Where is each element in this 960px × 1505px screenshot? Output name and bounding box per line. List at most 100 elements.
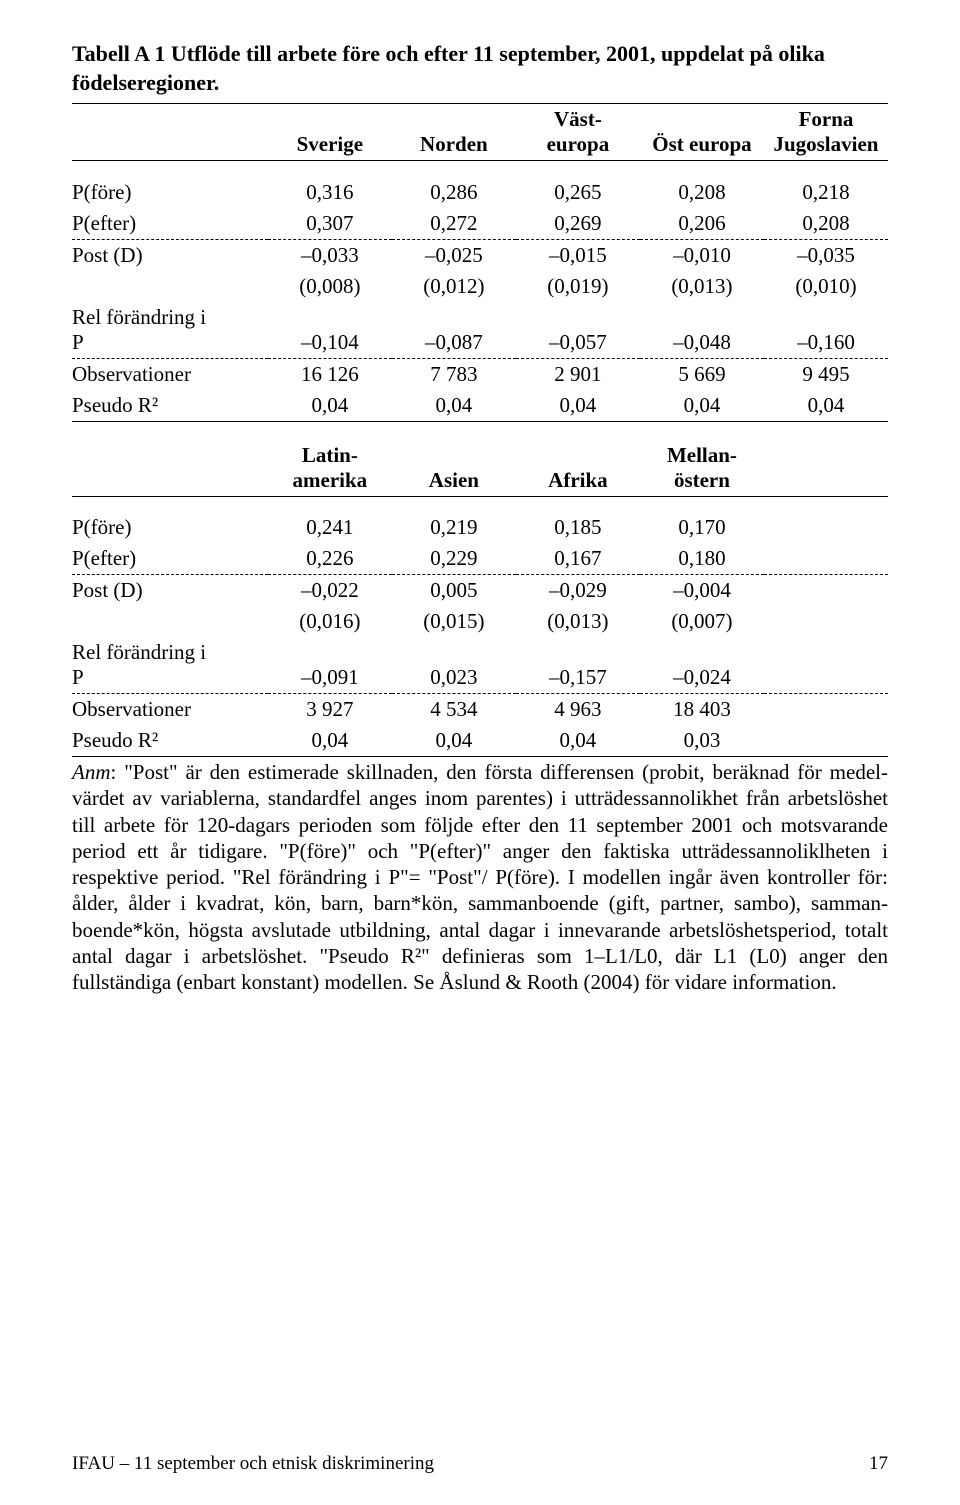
row-label: Rel förändring i P xyxy=(72,637,268,694)
cell: –0,033 xyxy=(268,239,392,271)
header-cell: Öst europa xyxy=(640,104,764,161)
table-row: P(före) 0,316 0,286 0,265 0,208 0,218 xyxy=(72,177,888,208)
cell: 16 126 xyxy=(268,358,392,390)
cell: –0,015 xyxy=(516,239,640,271)
header-cell xyxy=(764,440,888,497)
cell: –0,029 xyxy=(516,575,640,607)
cell: (0,007) xyxy=(640,606,764,637)
cell: 0,286 xyxy=(392,177,516,208)
cell: (0,013) xyxy=(516,606,640,637)
cell xyxy=(764,606,888,637)
footer-page-number: 17 xyxy=(869,1453,888,1475)
cell: –0,087 xyxy=(392,302,516,359)
row-label: P(efter) xyxy=(72,543,268,575)
cell: (0,019) xyxy=(516,271,640,302)
cell: (0,008) xyxy=(268,271,392,302)
cell: (0,016) xyxy=(268,606,392,637)
cell: –0,004 xyxy=(640,575,764,607)
cell: 0,04 xyxy=(640,390,764,422)
table-row: Rel förändring i P –0,091 0,023 –0,157 –… xyxy=(72,637,888,694)
cell: –0,057 xyxy=(516,302,640,359)
cell xyxy=(764,575,888,607)
table-row: P(efter) 0,226 0,229 0,167 0,180 xyxy=(72,543,888,575)
cell: 0,170 xyxy=(640,512,764,543)
cell: 0,04 xyxy=(268,390,392,422)
cell: 0,307 xyxy=(268,208,392,240)
table-note: Anm: "Post" är den estimerade skillnaden… xyxy=(72,759,888,995)
row-label: P(efter) xyxy=(72,208,268,240)
page: Tabell A 1 Utflöde till arbete före och … xyxy=(0,0,960,1505)
cell: 0,265 xyxy=(516,177,640,208)
cell: 0,04 xyxy=(516,390,640,422)
footer-left: IFAU – 11 september och etnisk diskrimin… xyxy=(72,1453,434,1475)
row-label: Observationer xyxy=(72,358,268,390)
cell xyxy=(764,543,888,575)
cell: 0,272 xyxy=(392,208,516,240)
cell: 0,167 xyxy=(516,543,640,575)
row-label: P(före) xyxy=(72,512,268,543)
cell: 0,03 xyxy=(640,725,764,757)
cell: 0,206 xyxy=(640,208,764,240)
table-row: P(efter) 0,307 0,272 0,269 0,206 0,208 xyxy=(72,208,888,240)
cell: 0,218 xyxy=(764,177,888,208)
cell: (0,015) xyxy=(392,606,516,637)
cell: –0,091 xyxy=(268,637,392,694)
header-cell: Latin- amerika xyxy=(268,440,392,497)
cell: –0,022 xyxy=(268,575,392,607)
cell: 3 927 xyxy=(268,694,392,726)
cell: 9 495 xyxy=(764,358,888,390)
table-2: Latin- amerika Asien Afrika Mellan- öste… xyxy=(72,440,888,758)
cell xyxy=(764,512,888,543)
table-row: Pseudo R² 0,04 0,04 0,04 0,04 0,04 xyxy=(72,390,888,422)
cell: –0,104 xyxy=(268,302,392,359)
cell: 0,229 xyxy=(392,543,516,575)
table-1: Sverige Norden Väst- europa Öst europa F… xyxy=(72,103,888,422)
cell: 4 534 xyxy=(392,694,516,726)
cell: –0,160 xyxy=(764,302,888,359)
row-label: Post (D) xyxy=(72,575,268,607)
table-row: Rel förändring i P –0,104 –0,087 –0,057 … xyxy=(72,302,888,359)
header-cell: Mellan- östern xyxy=(640,440,764,497)
row-label: P(före) xyxy=(72,177,268,208)
cell: 0,180 xyxy=(640,543,764,575)
table-row: Observationer 16 126 7 783 2 901 5 669 9… xyxy=(72,358,888,390)
note-body: : "Post" är den estimerade skillnaden, d… xyxy=(72,760,888,994)
cell: –0,035 xyxy=(764,239,888,271)
header-cell: Afrika xyxy=(516,440,640,497)
cell: 18 403 xyxy=(640,694,764,726)
header-cell: Forna Jugoslavien xyxy=(764,104,888,161)
cell: 0,316 xyxy=(268,177,392,208)
cell: 0,269 xyxy=(516,208,640,240)
cell: 0,005 xyxy=(392,575,516,607)
cell: 5 669 xyxy=(640,358,764,390)
header-cell: Asien xyxy=(392,440,516,497)
cell: 0,04 xyxy=(764,390,888,422)
table-row: Pseudo R² 0,04 0,04 0,04 0,03 xyxy=(72,725,888,757)
cell: 4 963 xyxy=(516,694,640,726)
cell: 0,023 xyxy=(392,637,516,694)
cell: 0,226 xyxy=(268,543,392,575)
cell xyxy=(764,725,888,757)
row-label: Pseudo R² xyxy=(72,390,268,422)
cell: (0,012) xyxy=(392,271,516,302)
page-footer: IFAU – 11 september och etnisk diskrimin… xyxy=(72,1453,888,1475)
table-row: P(före) 0,241 0,219 0,185 0,170 xyxy=(72,512,888,543)
cell: (0,013) xyxy=(640,271,764,302)
cell: 7 783 xyxy=(392,358,516,390)
header-cell xyxy=(72,440,268,497)
table-1-header-row: Sverige Norden Väst- europa Öst europa F… xyxy=(72,104,888,161)
cell: 0,04 xyxy=(392,725,516,757)
table-row: Post (D) –0,033 –0,025 –0,015 –0,010 –0,… xyxy=(72,239,888,271)
row-label xyxy=(72,271,268,302)
cell: (0,010) xyxy=(764,271,888,302)
cell: 0,04 xyxy=(268,725,392,757)
cell: 2 901 xyxy=(516,358,640,390)
cell: –0,010 xyxy=(640,239,764,271)
cell: –0,157 xyxy=(516,637,640,694)
cell: 0,208 xyxy=(640,177,764,208)
header-cell: Norden xyxy=(392,104,516,161)
row-label: Pseudo R² xyxy=(72,725,268,757)
note-label: Anm xyxy=(72,760,111,784)
table-2-header-row: Latin- amerika Asien Afrika Mellan- öste… xyxy=(72,440,888,497)
cell: 0,208 xyxy=(764,208,888,240)
